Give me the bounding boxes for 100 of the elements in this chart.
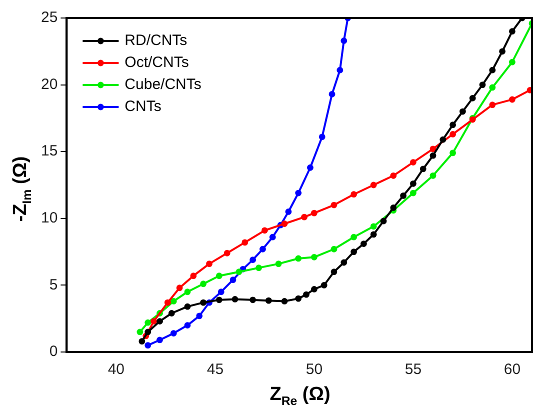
- point: [420, 166, 426, 172]
- x-axis-title: Z$_{Re}$ (Ω): [270, 384, 330, 408]
- point: [489, 66, 496, 74]
- point: [336, 66, 344, 74]
- legend-label: Oct/CNTs: [124, 54, 189, 72]
- point: [390, 172, 397, 179]
- point: [469, 94, 476, 102]
- point: [303, 291, 310, 298]
- point: [330, 268, 338, 276]
- x-tick-label: 55: [404, 361, 422, 378]
- point: [170, 298, 177, 304]
- point: [176, 284, 183, 292]
- point: [360, 240, 367, 247]
- point: [265, 297, 272, 304]
- point: [144, 342, 152, 349]
- y-tick-label: 10: [40, 210, 58, 227]
- point: [150, 318, 158, 324]
- x-tick-label: 45: [206, 361, 224, 378]
- y-tick-label: 20: [40, 76, 58, 93]
- x-tick-label: 50: [306, 361, 323, 378]
- legend-label: Cube/CNTs: [124, 76, 202, 94]
- point: [430, 172, 436, 179]
- point: [200, 280, 207, 288]
- point: [450, 131, 456, 138]
- point: [318, 134, 326, 140]
- point: [340, 259, 348, 266]
- y-tick-label: 15: [40, 142, 58, 160]
- legend-label: CNTs: [124, 98, 162, 116]
- point: [260, 246, 266, 252]
- point: [370, 231, 377, 238]
- point: [184, 322, 191, 328]
- point: [450, 150, 456, 156]
- point: [310, 254, 318, 260]
- point: [310, 210, 318, 216]
- y-tick-label: 5: [49, 276, 58, 294]
- point: [320, 282, 328, 288]
- point: [370, 223, 377, 230]
- point: [184, 288, 191, 296]
- point: [156, 318, 163, 324]
- point: [400, 192, 406, 199]
- point: [285, 208, 292, 215]
- point: [281, 298, 288, 304]
- point: [450, 122, 456, 128]
- point: [410, 180, 416, 187]
- point: [295, 190, 302, 196]
- point: [216, 296, 222, 304]
- point: [236, 268, 242, 276]
- point: [350, 191, 357, 198]
- point: [430, 146, 436, 152]
- point: [479, 82, 486, 88]
- legend-label: RD/CNTs: [124, 32, 188, 50]
- point: [190, 272, 197, 280]
- point: [136, 328, 144, 336]
- point: [164, 299, 171, 306]
- point: [275, 260, 282, 268]
- y-tick-label: 0: [49, 343, 58, 360]
- x-tick-label: 40: [108, 361, 125, 378]
- point: [250, 296, 256, 304]
- point: [509, 28, 516, 35]
- point: [301, 214, 308, 220]
- point: [489, 84, 496, 91]
- point: [430, 152, 436, 159]
- point: [138, 338, 146, 345]
- point: [156, 336, 163, 344]
- point: [410, 190, 416, 196]
- point: [216, 272, 222, 280]
- point: [307, 164, 314, 171]
- point: [509, 96, 516, 103]
- point: [200, 299, 207, 306]
- point: [206, 260, 212, 268]
- point: [144, 319, 152, 326]
- point: [460, 108, 466, 115]
- x-tick-label: 60: [504, 361, 521, 378]
- point: [295, 295, 302, 302]
- point: [196, 312, 203, 320]
- point: [410, 159, 416, 166]
- point: [230, 276, 236, 284]
- point: [330, 202, 338, 208]
- point: [499, 48, 506, 55]
- point: [242, 239, 248, 246]
- point: [440, 136, 446, 143]
- point: [184, 303, 191, 310]
- point: [168, 310, 175, 316]
- point: [295, 255, 302, 262]
- point: [261, 227, 268, 234]
- point: [328, 90, 336, 98]
- point: [310, 286, 318, 292]
- y-tick-label: 25: [40, 9, 58, 26]
- point: [340, 38, 348, 44]
- point: [224, 250, 230, 256]
- point: [170, 330, 177, 336]
- point: [330, 246, 338, 252]
- point: [350, 248, 357, 255]
- point: [380, 218, 387, 224]
- point: [281, 220, 288, 227]
- point: [250, 256, 256, 264]
- point: [390, 204, 397, 211]
- point: [370, 182, 377, 188]
- point: [232, 296, 238, 302]
- point: [350, 234, 357, 240]
